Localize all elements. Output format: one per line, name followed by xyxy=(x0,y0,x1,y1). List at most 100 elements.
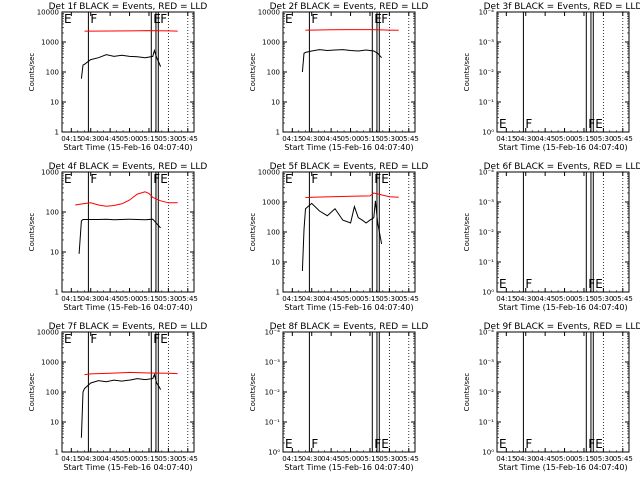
x-tick-label: 04:45 xyxy=(100,135,120,143)
marker-label: E xyxy=(381,437,389,451)
panel-1: Det 1f BLACK = Events, RED = LLD Counts/s… xyxy=(28,2,207,152)
x-tick-label: 05:00 xyxy=(119,295,139,303)
chart-title: Det 2f BLACK = Events, RED = LLD xyxy=(270,2,429,12)
marker-label: F xyxy=(525,437,532,451)
y-tick-label: 1 xyxy=(276,289,280,297)
y-tick-label: 10⁻³ xyxy=(479,359,495,367)
y-tick-label: 1 xyxy=(55,289,59,297)
series-line-black xyxy=(301,200,383,272)
y-axis-label: Counts/sec xyxy=(249,373,257,412)
x-tick-label: 04:45 xyxy=(100,295,120,303)
y-tick-label: 10⁰ xyxy=(268,449,280,457)
chart-title: Det 4f BLACK = Events, RED = LLD xyxy=(49,162,208,172)
x-tick-label: 05:30 xyxy=(379,295,399,303)
corner-marker-label: E xyxy=(64,332,72,346)
x-axis-label: Start Time (15-Feb-16 04:07:40) xyxy=(63,143,192,152)
series-line-black xyxy=(78,218,161,254)
x-tick-label: 05:45 xyxy=(613,295,633,303)
y-axis-label: Counts/sec xyxy=(463,213,471,252)
x-tick-label: 04:30 xyxy=(81,455,101,463)
y-tick-label: 10⁰ xyxy=(482,129,494,137)
y-tick-label: 10⁻¹ xyxy=(479,99,495,107)
corner-marker-label: E xyxy=(285,12,293,26)
marker-label: E xyxy=(374,12,382,26)
panel-4: Det 4f BLACK = Events, RED = LLD Counts/s… xyxy=(28,162,207,312)
x-tick-label: 05:15 xyxy=(574,135,594,143)
x-tick-label: 05:15 xyxy=(574,455,594,463)
x-tick-label: 04:30 xyxy=(81,135,101,143)
y-tick-label: 1 xyxy=(55,129,59,137)
x-tick-label: 04:45 xyxy=(321,135,341,143)
plot-frame xyxy=(282,171,416,293)
marker-label: E xyxy=(381,172,389,186)
series-line-red xyxy=(84,30,178,32)
x-tick-label: 05:15 xyxy=(139,455,159,463)
x-tick-label: 05:30 xyxy=(158,455,178,463)
marker-label: E xyxy=(160,172,168,186)
chart-title: Det 9f BLACK = Events, RED = LLD xyxy=(484,322,640,332)
marker-label: F xyxy=(90,332,97,346)
x-tick-label: 05:15 xyxy=(139,135,159,143)
marker-label: F xyxy=(381,12,388,26)
y-tick-label: 1000 xyxy=(41,169,59,177)
marker-label: F xyxy=(90,172,97,186)
marker-label: E xyxy=(595,277,603,291)
corner-marker-label: E xyxy=(285,437,293,451)
x-tick-label: 05:30 xyxy=(593,135,613,143)
y-tick-label: 10⁻⁴ xyxy=(479,329,495,337)
panel-8: Det 8f BLACK = Events, RED = LLD Counts/s… xyxy=(249,322,428,472)
x-axis-label: Start Time (15-Feb-16 04:07:40) xyxy=(63,303,192,312)
x-tick-label: 04:15 xyxy=(61,135,81,143)
x-tick-label: 04:30 xyxy=(302,455,322,463)
x-axis-label: Start Time (15-Feb-16 04:07:40) xyxy=(498,143,627,152)
y-tick-label: 10⁻¹ xyxy=(265,419,281,427)
series-line-black xyxy=(80,48,162,79)
x-axis-label: Start Time (15-Feb-16 04:07:40) xyxy=(498,303,627,312)
chart-title: Det 7f BLACK = Events, RED = LLD xyxy=(49,322,208,332)
x-tick-label: 04:30 xyxy=(81,295,101,303)
x-tick-label: 05:15 xyxy=(574,295,594,303)
y-tick-label: 10⁻¹ xyxy=(479,259,495,267)
x-tick-label: 05:45 xyxy=(399,455,419,463)
plot-frame xyxy=(496,331,630,453)
marker-label: F xyxy=(311,172,318,186)
x-axis-label: Start Time (15-Feb-16 04:07:40) xyxy=(63,463,192,472)
x-tick-label: 05:00 xyxy=(340,455,360,463)
x-tick-label: 04:15 xyxy=(282,455,302,463)
x-tick-label: 04:45 xyxy=(535,135,555,143)
y-tick-label: 10000 xyxy=(37,9,59,17)
y-tick-label: 10 xyxy=(50,99,59,107)
y-tick-label: 100 xyxy=(46,209,59,217)
x-tick-label: 04:45 xyxy=(100,455,120,463)
corner-marker-label: E xyxy=(499,277,507,291)
x-tick-label: 04:30 xyxy=(516,135,536,143)
x-tick-label: 05:00 xyxy=(340,295,360,303)
x-tick-label: 04:30 xyxy=(516,455,536,463)
x-tick-label: 04:15 xyxy=(496,455,516,463)
x-tick-label: 05:30 xyxy=(379,455,399,463)
chart-title: Det 1f BLACK = Events, RED = LLD xyxy=(49,2,208,12)
y-axis-label: Counts/sec xyxy=(28,373,36,412)
y-tick-label: 10000 xyxy=(37,329,59,337)
y-tick-label: 10⁻⁴ xyxy=(479,9,495,17)
x-tick-label: 04:15 xyxy=(496,295,516,303)
y-tick-label: 10 xyxy=(50,249,59,257)
y-tick-label: 10⁻² xyxy=(479,389,495,397)
x-axis-label: Start Time (15-Feb-16 04:07:40) xyxy=(284,143,413,152)
x-tick-label: 05:00 xyxy=(340,135,360,143)
y-axis-label: Counts/sec xyxy=(249,213,257,252)
y-axis-label: Counts/sec xyxy=(28,213,36,252)
chart-title: Det 8f BLACK = Events, RED = LLD xyxy=(270,322,429,332)
x-tick-label: 05:15 xyxy=(360,455,380,463)
y-tick-label: 1000 xyxy=(262,39,280,47)
y-axis-label: Counts/sec xyxy=(463,373,471,412)
corner-marker-label: E xyxy=(64,172,72,186)
x-tick-label: 05:15 xyxy=(139,295,159,303)
x-tick-label: 05:45 xyxy=(613,455,633,463)
y-axis-label: Counts/sec xyxy=(249,53,257,92)
plot-frame xyxy=(496,171,630,293)
panel-6: Det 6f BLACK = Events, RED = LLD Counts/s… xyxy=(463,162,640,312)
marker-label: F xyxy=(90,12,97,26)
y-tick-label: 10⁰ xyxy=(482,289,494,297)
y-tick-label: 10 xyxy=(271,99,280,107)
